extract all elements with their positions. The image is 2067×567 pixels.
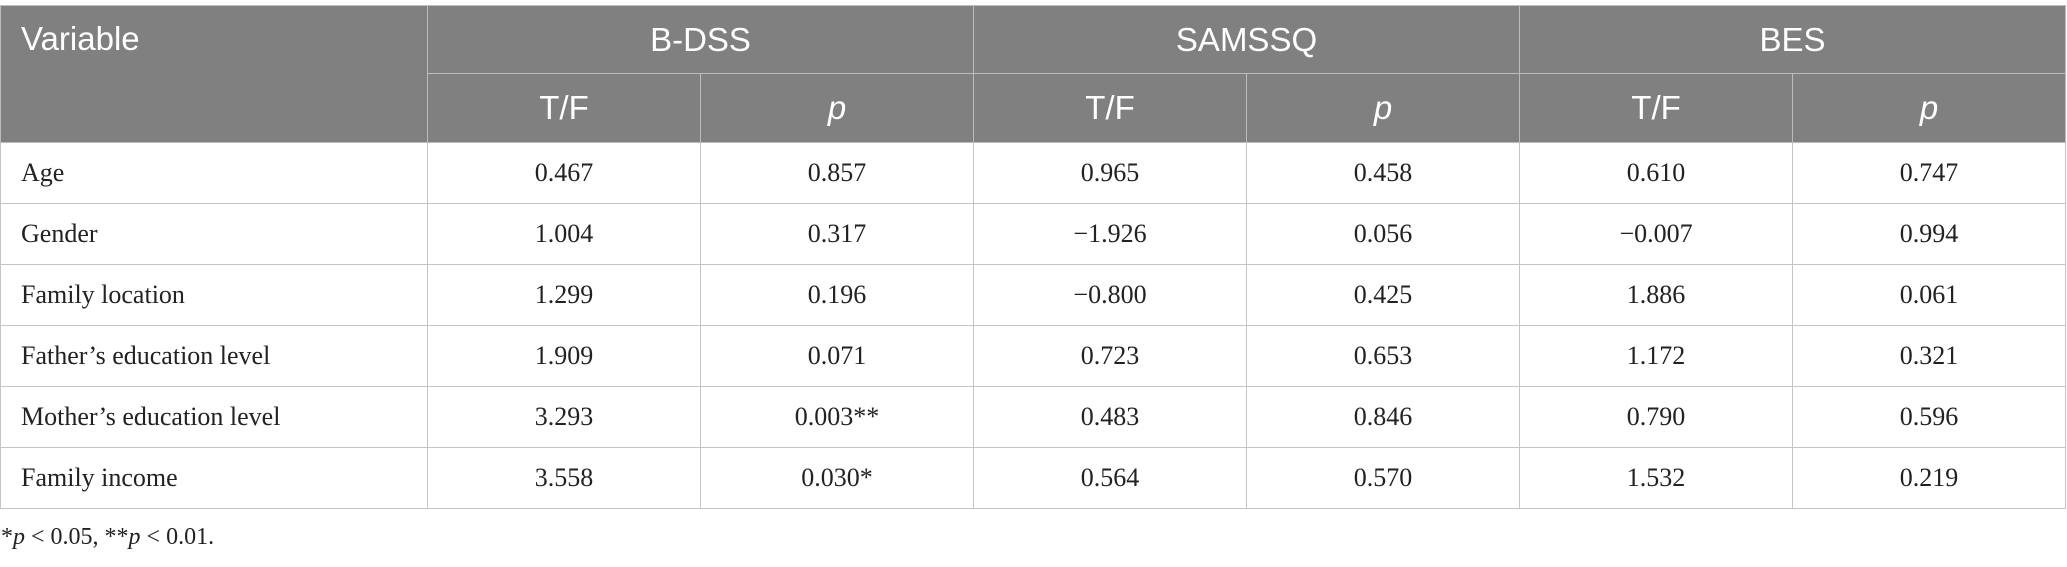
cell-samssq-p: 0.846 [1246, 386, 1521, 448]
cell-bes-p: 0.994 [1792, 203, 2067, 265]
header-samssq-p: p [1246, 73, 1521, 143]
header-group-samssq: SAMSSQ [973, 5, 1521, 74]
cell-bes-p: 0.596 [1792, 386, 2067, 448]
table-row: Family income 3.558 0.030* 0.564 0.570 1… [0, 447, 2067, 509]
footnote-threshold-05: < 0.05, [25, 524, 105, 550]
header-bes-tf: T/F [1519, 73, 1794, 143]
cell-bdss-tf: 3.558 [427, 447, 701, 509]
row-variable-label: Mother’s education level [0, 386, 428, 448]
cell-bes-tf: 1.886 [1519, 264, 1794, 326]
cell-bdss-tf: 1.299 [427, 264, 701, 326]
cell-bes-tf: 0.610 [1519, 142, 1794, 204]
table-body: Age 0.467 0.857 0.965 0.458 0.610 0.747 … [0, 142, 2067, 509]
header-row-stats: T/F p T/F p T/F p [1, 73, 2067, 143]
cell-samssq-p: 0.425 [1246, 264, 1521, 326]
cell-bdss-tf: 1.004 [427, 203, 701, 265]
cell-samssq-tf: −1.926 [973, 203, 1248, 265]
cell-bdss-tf: 3.293 [427, 386, 701, 448]
row-variable-label: Family location [0, 264, 428, 326]
cell-bdss-p: 0.003** [699, 386, 975, 448]
cell-samssq-tf: −0.800 [973, 264, 1248, 326]
cell-bdss-p: 0.071 [699, 325, 975, 387]
header-bes-p: p [1792, 73, 2067, 143]
cell-samssq-p: 0.653 [1246, 325, 1521, 387]
table-row: Father’s education level 1.909 0.071 0.7… [0, 325, 2067, 387]
header-variable: Variable [0, 5, 428, 143]
header-group-bes: BES [1519, 5, 2067, 74]
cell-bes-p: 0.061 [1792, 264, 2067, 326]
cell-bdss-p: 0.030* [699, 447, 975, 509]
cell-samssq-tf: 0.965 [973, 142, 1248, 204]
table-header: Variable B-DSS SAMSSQ BES T/F p T/F p T/… [0, 5, 2067, 143]
row-variable-label: Father’s education level [0, 325, 428, 387]
header-bdss-tf: T/F [427, 73, 701, 143]
cell-bdss-tf: 0.467 [427, 142, 701, 204]
table-row: Age 0.467 0.857 0.965 0.458 0.610 0.747 [0, 142, 2067, 204]
footnote-p-symbol: p [13, 524, 25, 550]
header-row-groups: Variable B-DSS SAMSSQ BES [0, 5, 2067, 143]
row-variable-label: Age [0, 142, 428, 204]
cell-bes-p: 0.219 [1792, 447, 2067, 509]
header-group-bdss: B-DSS [426, 5, 975, 74]
table-row: Family location 1.299 0.196 −0.800 0.425… [0, 264, 2067, 326]
cell-bdss-p: 0.317 [699, 203, 975, 265]
cell-bes-tf: −0.007 [1519, 203, 1794, 265]
footnote-star-single: * [1, 524, 13, 550]
cell-samssq-tf: 0.723 [973, 325, 1248, 387]
header-bdss-p: p [699, 73, 975, 143]
cell-bes-p: 0.321 [1792, 325, 2067, 387]
footnote-threshold-01: < 0.01. [140, 524, 215, 550]
footnote-star-double: ** [104, 524, 129, 550]
results-table: Variable B-DSS SAMSSQ BES T/F p T/F p T/… [0, 5, 2067, 509]
cell-samssq-p: 0.458 [1246, 142, 1521, 204]
cell-samssq-tf: 0.564 [973, 447, 1248, 509]
row-variable-label: Family income [0, 447, 428, 509]
cell-samssq-p: 0.570 [1246, 447, 1521, 509]
cell-bes-tf: 0.790 [1519, 386, 1794, 448]
table-row: Mother’s education level 3.293 0.003** 0… [0, 386, 2067, 448]
cell-samssq-p: 0.056 [1246, 203, 1521, 265]
results-table-container: Variable B-DSS SAMSSQ BES T/F p T/F p T/… [0, 5, 2067, 509]
cell-bdss-tf: 1.909 [427, 325, 701, 387]
footnote-p-symbol: p [128, 524, 141, 550]
cell-bdss-p: 0.196 [699, 264, 975, 326]
cell-samssq-tf: 0.483 [973, 386, 1248, 448]
row-variable-label: Gender [0, 203, 428, 265]
header-samssq-tf: T/F [973, 73, 1248, 143]
cell-bdss-p: 0.857 [699, 142, 975, 204]
cell-bes-p: 0.747 [1792, 142, 2067, 204]
cell-bes-tf: 1.172 [1519, 325, 1794, 387]
cell-bes-tf: 1.532 [1519, 447, 1794, 509]
table-footnote: *p < 0.05, **p < 0.01. [1, 524, 214, 551]
table-row: Gender 1.004 0.317 −1.926 0.056 −0.007 0… [0, 203, 2067, 265]
